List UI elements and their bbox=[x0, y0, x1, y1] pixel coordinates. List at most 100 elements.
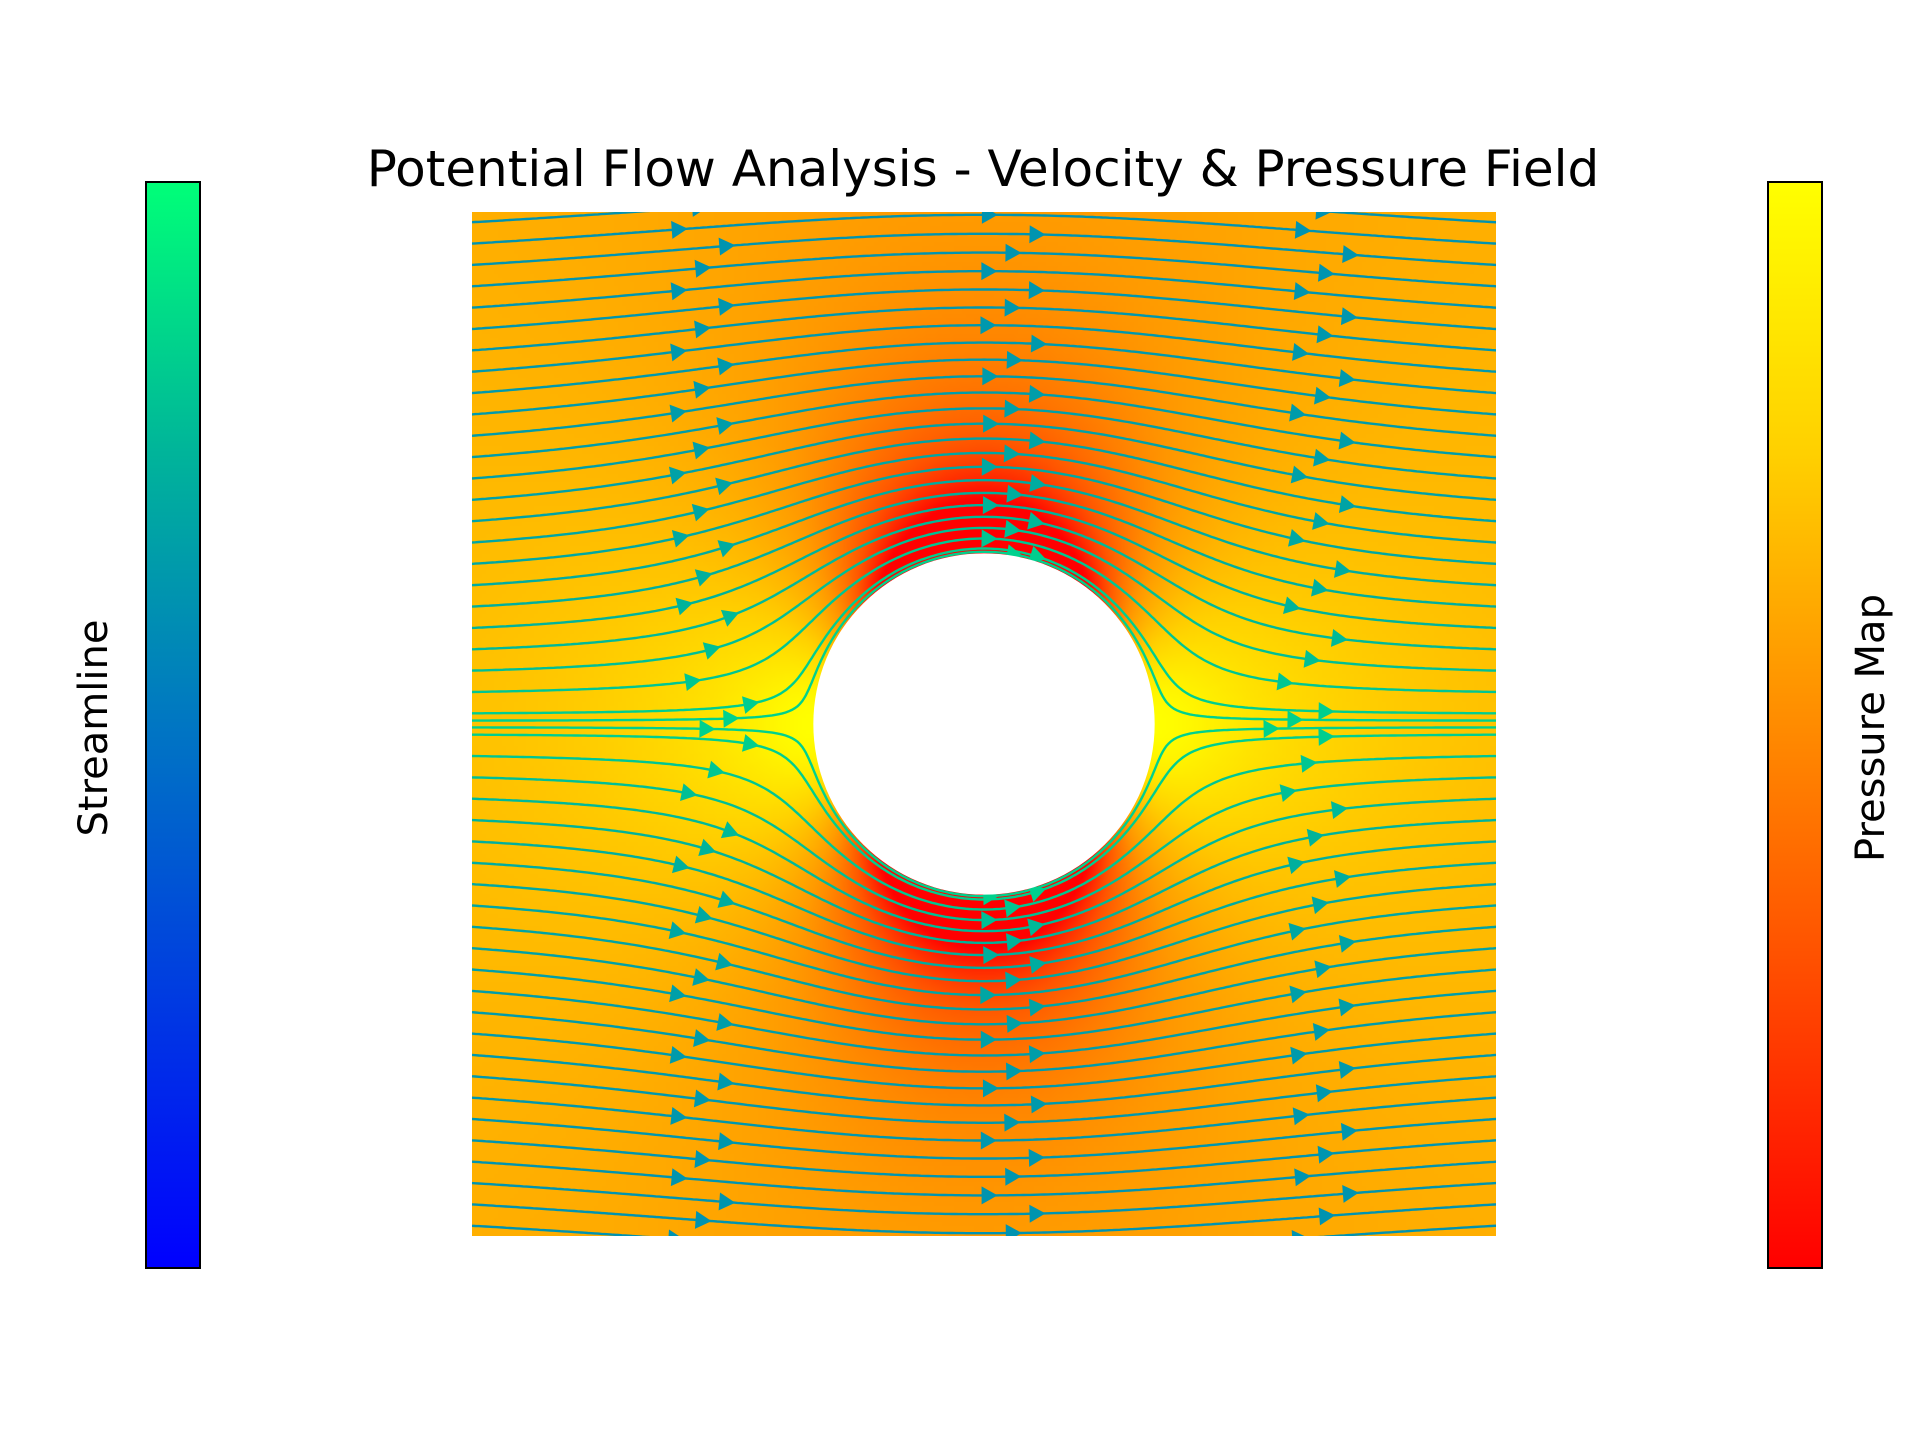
plot-area bbox=[472, 212, 1496, 1261]
streamline-arrow bbox=[1006, 484, 1024, 503]
chart-title: Potential Flow Analysis - Velocity & Pre… bbox=[367, 140, 1600, 198]
streamline-arrow bbox=[1294, 220, 1312, 239]
streamline-arrow bbox=[717, 357, 735, 376]
streamline bbox=[472, 1117, 1496, 1160]
streamline-arrow bbox=[980, 316, 997, 335]
streamline bbox=[472, 232, 1496, 267]
streamline bbox=[472, 818, 1496, 945]
streamline-arrow bbox=[1338, 998, 1356, 1017]
streamline-arrow bbox=[1004, 519, 1022, 538]
streamline-arrow bbox=[671, 220, 688, 239]
streamline-arrow bbox=[1316, 325, 1334, 344]
streamline-arrow bbox=[1028, 1148, 1045, 1167]
streamline-arrow bbox=[718, 237, 736, 256]
streamline-arrow bbox=[1005, 1167, 1022, 1186]
streamline-arrow bbox=[1003, 444, 1021, 463]
streamline-arrow bbox=[981, 262, 998, 281]
streamline bbox=[472, 946, 1496, 1026]
streamline-arrow bbox=[1338, 431, 1356, 450]
streamline-arrow bbox=[694, 1150, 712, 1168]
streamline-arrow bbox=[1004, 899, 1022, 918]
streamline bbox=[472, 797, 1496, 933]
streamline bbox=[472, 989, 1496, 1057]
streamline-arrow bbox=[1311, 896, 1330, 915]
streamline bbox=[472, 925, 1496, 1011]
streamline-arrow bbox=[1287, 710, 1304, 729]
streamline-arrow bbox=[981, 457, 998, 476]
streamline-arrow bbox=[1315, 212, 1332, 220]
streamline-arrow bbox=[693, 380, 711, 399]
streamline-arrow bbox=[1288, 922, 1306, 941]
streamline-arrow bbox=[693, 1089, 711, 1108]
streamline bbox=[472, 515, 1496, 651]
streamline-arrow bbox=[1314, 386, 1332, 405]
streamline-colorbar: Streamline bbox=[71, 181, 201, 1269]
streamline-arrow bbox=[1006, 1014, 1024, 1033]
streamline-arrow bbox=[1028, 1045, 1046, 1064]
streamline-arrow bbox=[1028, 545, 1047, 564]
streamline-arrow bbox=[668, 466, 687, 485]
streamline-arrow bbox=[1005, 1062, 1023, 1081]
streamline-arrow bbox=[1318, 1207, 1336, 1226]
streamline bbox=[472, 437, 1496, 523]
streamline-arrow bbox=[1303, 649, 1321, 668]
streamline-arrow bbox=[1315, 1084, 1333, 1103]
streamline-arrow bbox=[1030, 334, 1048, 353]
streamline-arrow bbox=[982, 1079, 999, 1098]
streamline-arrow bbox=[1030, 1095, 1048, 1114]
streamline bbox=[472, 391, 1496, 459]
streamline bbox=[472, 1181, 1496, 1216]
streamline-arrow bbox=[720, 821, 740, 839]
streamline-arrow bbox=[698, 838, 717, 857]
streamline bbox=[472, 341, 1496, 395]
streamline bbox=[472, 491, 1496, 608]
streamline-arrow bbox=[1279, 784, 1297, 802]
streamline-arrow bbox=[1004, 298, 1021, 317]
streamline-arrow bbox=[707, 760, 725, 779]
streamline-arrow bbox=[1291, 1229, 1305, 1236]
streamline-arrow bbox=[1029, 956, 1047, 974]
streamline-arrow bbox=[982, 496, 999, 515]
streamline bbox=[472, 754, 1496, 911]
cylinder-obstacle bbox=[813, 553, 1155, 895]
streamline-arrow bbox=[1004, 399, 1021, 418]
streamline-arrow bbox=[692, 212, 701, 217]
streamline-arrow bbox=[1292, 343, 1310, 361]
streamline-arrow bbox=[669, 1045, 687, 1064]
streamline-arrow bbox=[1311, 578, 1329, 597]
streamline-arrow bbox=[675, 597, 694, 616]
streamline-arrow bbox=[1028, 431, 1046, 450]
streamline-arrow bbox=[741, 734, 760, 752]
streamline-arrow bbox=[1027, 511, 1045, 530]
streamline-arrow bbox=[982, 1243, 998, 1261]
streamline-arrow bbox=[980, 1131, 997, 1150]
streamline-arrow bbox=[1306, 828, 1325, 847]
streamline-arrow bbox=[980, 1030, 997, 1049]
streamline-arrow bbox=[1289, 403, 1307, 422]
streamline-arrow bbox=[1283, 596, 1301, 615]
streamline-arrow bbox=[668, 921, 687, 940]
streamline-arrow bbox=[1287, 856, 1305, 875]
streamline-arrow bbox=[1005, 971, 1022, 990]
streamline-arrow bbox=[1313, 448, 1331, 467]
streamline-arrow bbox=[699, 719, 716, 738]
streamline bbox=[472, 1139, 1496, 1178]
streamline-arrow bbox=[670, 1168, 688, 1187]
streamline-arrow bbox=[1293, 282, 1311, 301]
streamline-arrow bbox=[702, 642, 721, 660]
streamline-arrow bbox=[669, 404, 687, 423]
streamline bbox=[472, 550, 1496, 722]
streamline-arrow bbox=[718, 297, 735, 316]
streamline bbox=[472, 1053, 1496, 1107]
streamline-arrow bbox=[694, 1210, 712, 1229]
streamline-arrow bbox=[717, 890, 736, 908]
streamline-arrow bbox=[981, 212, 998, 224]
streamline-arrow bbox=[1338, 934, 1357, 953]
streamline-arrow bbox=[1338, 369, 1356, 388]
streamline bbox=[472, 1011, 1496, 1073]
streamline-arrow bbox=[692, 968, 710, 986]
streamline-arrow bbox=[1290, 465, 1309, 484]
streamline-arrow bbox=[716, 1013, 734, 1031]
streamline-arrow bbox=[717, 1072, 735, 1091]
streamline-arrow bbox=[1005, 1224, 1022, 1236]
